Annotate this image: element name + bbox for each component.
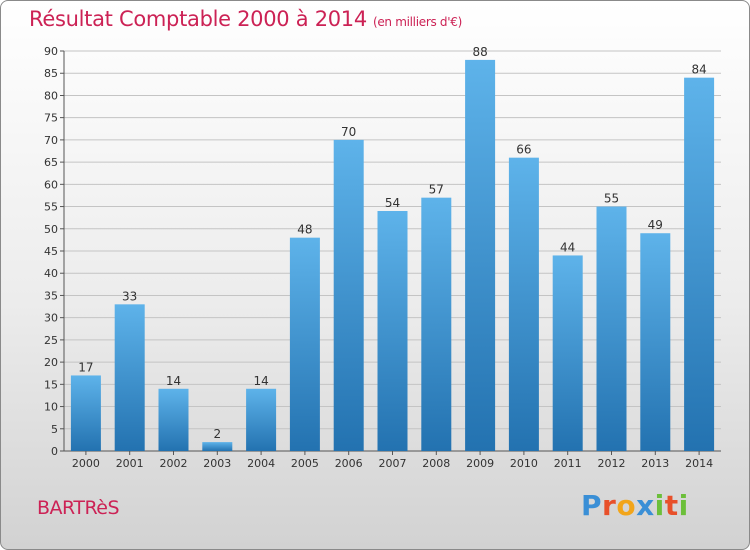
logo-letter: P (581, 489, 603, 522)
data-label-2002: 14 (166, 374, 181, 388)
bar-2003 (202, 442, 233, 451)
bar-2004 (246, 388, 277, 451)
data-label-2014: 84 (691, 63, 706, 77)
logo-letter: t (664, 489, 679, 522)
y-tick-label-70: 70 (44, 134, 58, 147)
x-tick-label-2005: 2005 (291, 457, 319, 470)
data-label-2004: 14 (253, 374, 268, 388)
proxiti-logo: Proxiti (581, 489, 689, 522)
chart-unit-note: (en milliers d'€) (372, 15, 462, 29)
data-label-2011: 44 (560, 240, 575, 254)
x-tick-label-2010: 2010 (510, 457, 538, 470)
y-tick-label-25: 25 (44, 334, 58, 347)
data-label-2003: 2 (213, 427, 221, 441)
bar-2000 (70, 375, 101, 451)
y-tick-label-30: 30 (44, 312, 58, 325)
y-tick-label-40: 40 (44, 267, 58, 280)
data-label-2009: 88 (472, 45, 487, 59)
y-tick-label-10: 10 (44, 401, 58, 414)
bar-2014 (684, 77, 715, 452)
x-tick-label-2011: 2011 (554, 457, 582, 470)
logo-letter: o (616, 489, 637, 522)
logo-letter: x (636, 489, 655, 522)
data-label-2000: 17 (78, 360, 93, 374)
data-label-2001: 33 (122, 289, 137, 303)
commune-name: BARTRèS (37, 497, 120, 519)
y-tick-label-75: 75 (44, 112, 58, 125)
logo-letter: r (602, 489, 617, 522)
y-tick-label-60: 60 (44, 178, 58, 191)
logo-letter: i (678, 489, 689, 522)
x-tick-label-2013: 2013 (641, 457, 669, 470)
y-tick-label-45: 45 (44, 245, 58, 258)
axes: 0 5 10 15 20 25 30 35 40 45 50 55 60 65 70 75 80 85 90 2000… (44, 45, 721, 470)
y-tick-label-35: 35 (44, 289, 58, 302)
x-tick-label-2007: 2007 (379, 457, 407, 470)
chart-title: Résultat Comptable 2000 à 2014 (en millie… (29, 7, 462, 31)
y-tick-label-20: 20 (44, 356, 58, 369)
bar-2007 (377, 211, 408, 451)
bar-2005 (289, 237, 320, 451)
data-label-2006: 70 (341, 125, 356, 139)
x-tick-label-2006: 2006 (335, 457, 363, 470)
data-label-2012: 55 (604, 192, 619, 206)
y-tick-label-0: 0 (51, 445, 58, 458)
bar-2010 (508, 157, 539, 451)
x-tick-label-2001: 2001 (116, 457, 144, 470)
y-tick-label-15: 15 (44, 378, 58, 391)
chart-title-text: Résultat Comptable 2000 à 2014 (29, 7, 367, 31)
y-tick-label-55: 55 (44, 201, 58, 214)
bar-2012 (596, 206, 627, 451)
y-tick-label-85: 85 (44, 67, 58, 80)
labels: 17 33 14 2 14 48 70 54 57 88 66 44 55 49 84 (78, 45, 706, 441)
data-label-2013: 49 (648, 218, 663, 232)
y-tick-label-50: 50 (44, 223, 58, 236)
bars (70, 59, 715, 452)
data-label-2010: 66 (516, 143, 531, 157)
bar-2013 (640, 233, 671, 451)
data-label-2005: 48 (297, 223, 312, 237)
x-tick-label-2004: 2004 (247, 457, 275, 470)
x-tick-label-2009: 2009 (466, 457, 494, 470)
x-tick-label-2012: 2012 (598, 457, 626, 470)
x-tick-label-2000: 2000 (72, 457, 100, 470)
data-label-2008: 57 (429, 183, 444, 197)
y-tick-label-65: 65 (44, 156, 58, 169)
bar-2009 (465, 59, 496, 452)
x-tick-label-2003: 2003 (203, 457, 231, 470)
x-tick-label-2014: 2014 (685, 457, 713, 470)
bar-2002 (158, 388, 189, 451)
bar-2011 (552, 255, 583, 451)
logo-letter: i (654, 489, 665, 522)
x-tick-label-2008: 2008 (422, 457, 450, 470)
x-tick-label-2002: 2002 (160, 457, 188, 470)
bar-2001 (114, 304, 145, 451)
bar-2006 (333, 139, 364, 451)
data-label-2007: 54 (385, 196, 400, 210)
y-tick-label-80: 80 (44, 89, 58, 102)
y-tick-label-5: 5 (51, 423, 58, 436)
bar-2008 (421, 197, 452, 451)
y-tick-label-90: 90 (44, 45, 58, 58)
